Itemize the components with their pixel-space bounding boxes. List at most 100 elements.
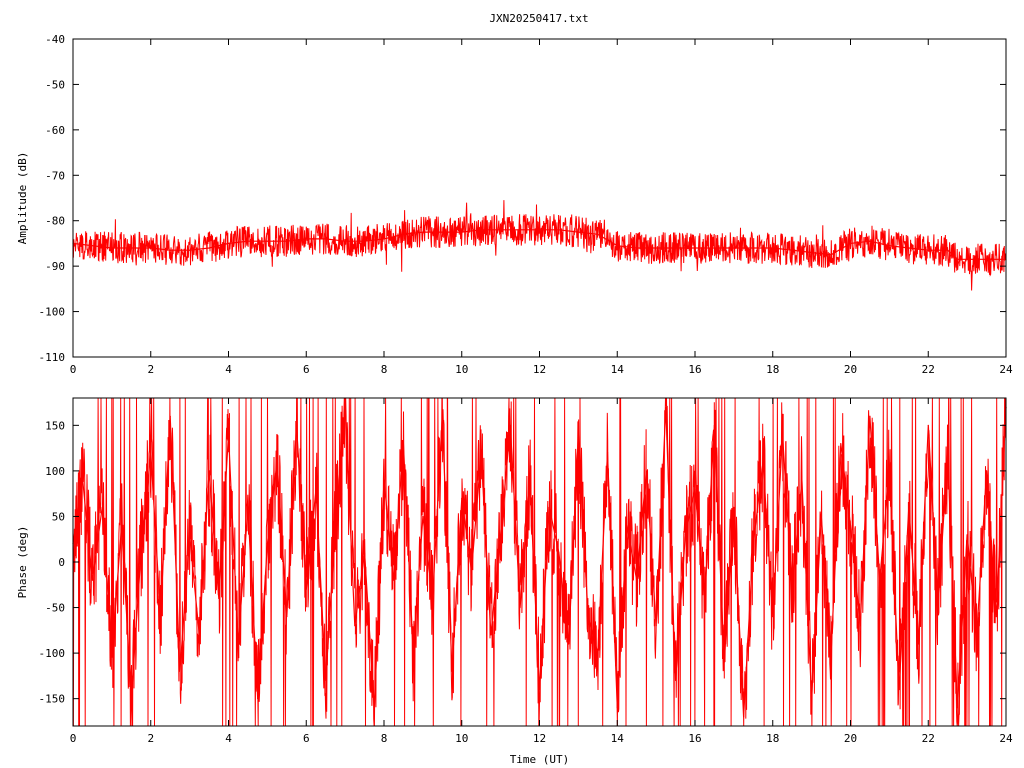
data-point [441, 415, 443, 417]
data-point [694, 488, 696, 490]
data-point [500, 229, 502, 231]
data-point [500, 534, 502, 536]
data-point [286, 240, 288, 242]
data-point [451, 670, 453, 672]
data-point [150, 452, 152, 454]
data-point [752, 543, 754, 545]
data-point [772, 247, 774, 249]
data-point [908, 506, 910, 508]
data-point [344, 406, 346, 408]
y-tick-label: 0 [58, 556, 65, 569]
data-point [781, 433, 784, 436]
data-point [636, 247, 638, 249]
x-tick-label: 18 [766, 732, 779, 745]
data-point [325, 238, 327, 240]
phase-ticks: 0 2 4 6 8 10 12 14 16 18 20 22 24150100500-50-100-15… [39, 398, 1013, 745]
data-point [519, 229, 521, 231]
x-tick-label: 14 [611, 732, 625, 745]
data-point [645, 470, 648, 472]
data-point [305, 238, 307, 240]
data-point [169, 249, 171, 251]
x-tick-label: 8 [381, 363, 388, 376]
data-point [742, 716, 745, 718]
data-point [91, 245, 94, 247]
x-tick-label: 20 [844, 732, 857, 745]
y-tick-label: -150 [39, 693, 66, 706]
data-point [441, 231, 443, 233]
data-point [344, 240, 346, 242]
data-point [849, 242, 852, 245]
phase-trace [72, 397, 1007, 727]
data-point [801, 479, 803, 481]
data-point [461, 497, 463, 499]
data-point [947, 452, 949, 454]
x-tick-label: 0 [70, 363, 77, 376]
data-point [859, 625, 861, 627]
data-point [674, 679, 677, 682]
data-point [616, 707, 618, 709]
data-point [237, 643, 239, 645]
data-point [684, 534, 686, 536]
data-point [947, 249, 949, 251]
x-tick-label: 16 [688, 363, 701, 376]
x-tick-label: 2 [147, 363, 154, 376]
data-point [869, 415, 871, 417]
y-tick-label: 100 [45, 465, 65, 478]
data-point [811, 251, 813, 254]
data-point [694, 247, 696, 249]
x-tick-label: 12 [533, 363, 546, 376]
x-tick-label: 24 [999, 363, 1013, 376]
y-tick-label: 50 [52, 510, 65, 523]
data-point [120, 524, 123, 527]
y-tick-label: -80 [45, 215, 65, 228]
data-point [519, 606, 521, 609]
y-tick-label: -110 [39, 351, 66, 364]
data-point [908, 247, 910, 249]
x-tick-label: 14 [611, 363, 625, 376]
data-point [189, 534, 191, 536]
data-point [888, 470, 890, 472]
data-point [393, 579, 395, 581]
amplitude-panel: 0 2 4 6 8 10 12 14 16 18 20 22 24-40-50-60-70-80-90-… [16, 33, 1013, 376]
data-point [412, 652, 414, 654]
data-point [597, 652, 599, 654]
data-point [879, 579, 881, 581]
phase-y-axis-label: Phase (deg) [16, 526, 29, 599]
data-point [480, 452, 482, 454]
data-point [189, 249, 191, 251]
data-point [820, 515, 822, 518]
data-point [558, 552, 560, 554]
data-point [538, 229, 541, 231]
x-tick-label: 0 [70, 732, 77, 745]
y-tick-label: -40 [45, 33, 65, 46]
x-tick-label: 10 [455, 363, 468, 376]
data-point [295, 424, 298, 426]
data-point [830, 254, 832, 256]
series-line [72, 229, 1006, 260]
data-point [286, 616, 288, 618]
data-point [587, 616, 589, 618]
data-point [334, 524, 337, 527]
y-tick-label: -100 [39, 647, 66, 660]
data-point [568, 643, 570, 645]
data-point [733, 506, 735, 508]
y-tick-label: -50 [45, 78, 65, 91]
data-point [791, 249, 793, 251]
data-point [713, 247, 716, 249]
data-point [218, 597, 220, 600]
data-point [247, 240, 249, 242]
data-point [305, 588, 307, 590]
data-point [198, 634, 200, 636]
data-point [811, 698, 813, 700]
data-point [665, 406, 667, 408]
x-tick-label: 22 [922, 732, 935, 745]
data-point [985, 258, 988, 260]
data-point [402, 442, 405, 445]
data-point [840, 442, 842, 445]
data-point [490, 634, 492, 636]
data-point [422, 231, 424, 233]
amplitude-y-axis-label: Amplitude (dB) [16, 152, 29, 245]
data-point [830, 652, 832, 654]
data-point [762, 461, 764, 463]
data-point [966, 534, 968, 536]
